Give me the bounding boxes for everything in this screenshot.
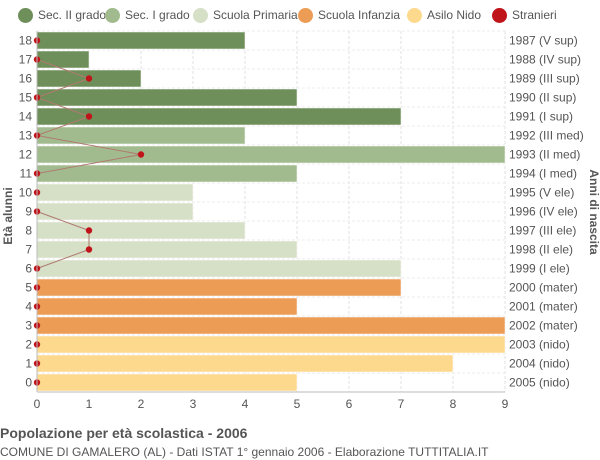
y-tick-label-3: 3	[25, 319, 32, 333]
bar-age-9	[36, 202, 194, 221]
y-tick-label-9: 9	[25, 205, 32, 219]
y-tick-label-15: 15	[19, 91, 33, 105]
y-tick-label-right-13: 1992 (III med)	[509, 129, 584, 143]
y-tick-label-right-9: 1996 (IV ele)	[509, 205, 578, 219]
y-tick-label-14: 14	[19, 110, 33, 124]
stranieri-point-7	[85, 246, 93, 253]
x-tick-label-5: 5	[294, 397, 301, 411]
legend-label-3: Scuola Infanzia	[318, 8, 401, 22]
y-tick-label-right-12: 1993 (II med)	[509, 148, 580, 162]
legend-label-1: Sec. I grado	[125, 8, 190, 22]
bar-age-5	[36, 278, 402, 297]
y-tick-label-right-0: 2005 (nido)	[509, 376, 570, 390]
y-tick-label-11: 11	[20, 167, 33, 181]
stranieri-point-12	[137, 151, 145, 158]
x-tick-label-3: 3	[190, 397, 197, 411]
legend-swatch-5	[492, 7, 507, 23]
y-tick-label-17: 17	[19, 53, 33, 67]
stranieri-point-8	[85, 227, 93, 234]
y-axis-label-right: Anni di nascita	[587, 169, 600, 255]
legend-item-3: Scuola Infanzia	[298, 7, 400, 23]
legend-label-5: Stranieri	[512, 8, 557, 22]
legend: Sec. II grado Sec. I grado Scuola Primaria…	[0, 4, 600, 26]
bar-age-4	[36, 297, 298, 316]
x-tick-label-7: 7	[398, 397, 405, 411]
bar-age-8	[36, 221, 246, 240]
legend-item-1: Sec. I grado	[105, 7, 190, 23]
y-tick-label-16: 16	[19, 72, 33, 86]
x-tick-label-1: 1	[86, 397, 93, 411]
bar-age-3	[36, 316, 506, 335]
bar-age-18	[36, 31, 246, 50]
x-tick-label-0: 0	[34, 397, 41, 411]
bar-age-11	[36, 164, 298, 183]
y-tick-label-right-16: 1989 (III sup)	[509, 72, 580, 86]
bar-age-15	[36, 88, 298, 107]
y-tick-label-6: 6	[25, 262, 32, 276]
y-tick-label-4: 4	[25, 300, 32, 314]
y-tick-label-right-3: 2002 (mater)	[509, 319, 578, 333]
bar-age-1	[36, 354, 454, 373]
bars	[36, 31, 506, 392]
y-tick-label-8: 8	[25, 224, 32, 238]
legend-swatch-2	[193, 7, 208, 23]
y-tick-label-right-17: 1988 (IV sup)	[509, 53, 581, 67]
axes: 0 1 2 3 4 5 6 7 8 918 1987 (V sup)17 1988 (IV sup)1…	[19, 31, 584, 411]
chart-footer-subtitle: COMUNE DI GAMALERO (AL) - Dati ISTAT 1° …	[0, 445, 489, 459]
y-tick-label-right-14: 1991 (I sup)	[509, 110, 573, 124]
legend-item-5: Stranieri	[492, 7, 557, 23]
legend-swatch-1	[105, 7, 120, 23]
legend-item-4: Asilo Nido	[407, 7, 481, 23]
bar-age-6	[36, 259, 402, 278]
y-tick-label-right-1: 2004 (nido)	[509, 357, 570, 371]
x-tick-label-9: 9	[502, 397, 509, 411]
y-tick-label-right-5: 2000 (mater)	[509, 281, 578, 295]
chart: 0 1 2 3 4 5 6 7 8 918 1987 (V sup)17 1988 (IV sup)1…	[1, 30, 600, 411]
bar-age-10	[36, 183, 194, 202]
chart-footer-title: Popolazione per età scolastica - 2006	[0, 425, 248, 441]
y-tick-label-right-4: 2001 (mater)	[509, 300, 578, 314]
stranieri-point-16	[85, 75, 93, 82]
bar-age-17	[36, 50, 90, 69]
y-tick-label-right-11: 1994 (I med)	[509, 167, 577, 181]
y-tick-label-13: 13	[19, 129, 33, 143]
legend-label-4: Asilo Nido	[427, 8, 482, 22]
x-tick-label-8: 8	[450, 397, 457, 411]
y-tick-label-12: 12	[19, 148, 33, 162]
x-tick-label-2: 2	[138, 397, 145, 411]
y-tick-label-right-10: 1995 (V ele)	[509, 186, 574, 200]
legend-label-2: Scuola Primaria	[213, 8, 298, 22]
bar-age-0	[36, 373, 298, 392]
bar-age-2	[36, 335, 506, 354]
legend-label-0: Sec. II grado	[38, 8, 107, 22]
y-tick-label-1: 1	[25, 357, 32, 371]
legend-swatch-4	[407, 7, 422, 23]
y-tick-label-right-18: 1987 (V sup)	[509, 34, 578, 48]
x-tick-label-6: 6	[346, 397, 353, 411]
y-tick-label-right-7: 1998 (II ele)	[509, 243, 573, 257]
legend-item-2: Scuola Primaria	[193, 7, 298, 23]
legend-swatch-3	[298, 7, 313, 23]
legend-item-0: Sec. II grado	[18, 7, 106, 23]
bar-age-7	[36, 240, 298, 259]
y-tick-label-7: 7	[25, 243, 32, 257]
y-tick-label-right-2: 2003 (nido)	[509, 338, 570, 352]
y-tick-label-right-6: 1999 (I ele)	[509, 262, 570, 276]
y-axis-label: Età alunni	[1, 187, 15, 244]
y-tick-label-2: 2	[25, 338, 32, 352]
legend-swatch-0	[18, 7, 33, 23]
y-tick-label-right-8: 1997 (III ele)	[509, 224, 576, 238]
y-tick-label-right-15: 1990 (II sup)	[509, 91, 576, 105]
x-tick-label-4: 4	[242, 397, 249, 411]
y-tick-label-10: 10	[19, 186, 33, 200]
y-tick-label-18: 18	[19, 34, 33, 48]
y-tick-label-0: 0	[25, 376, 32, 390]
y-tick-label-5: 5	[25, 281, 32, 295]
stranieri-point-14	[85, 113, 93, 120]
